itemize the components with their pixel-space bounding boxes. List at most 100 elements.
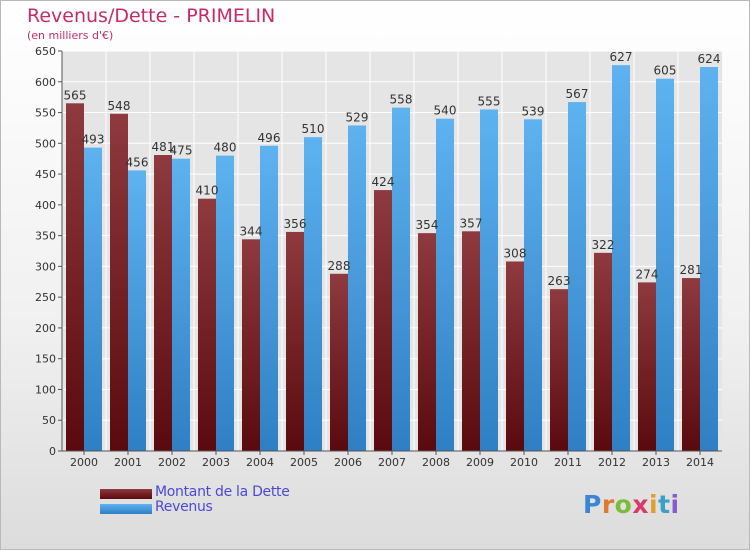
data-label-debt: 481	[152, 140, 175, 154]
bar-debt	[242, 239, 260, 451]
x-tick-label: 2003	[202, 456, 230, 469]
bar-revenus	[524, 119, 542, 452]
x-tick-label: 2008	[422, 456, 450, 469]
logo-letter: i	[670, 490, 680, 519]
bar-revenus	[656, 78, 674, 451]
data-label-revenus: 493	[82, 133, 105, 147]
logo-letter: x	[632, 490, 649, 519]
y-tick-label: 100	[35, 383, 56, 396]
bar-revenus	[568, 102, 586, 452]
logo-letter: P	[583, 490, 602, 519]
logo-letter: t	[658, 490, 671, 519]
y-tick-label: 500	[35, 137, 56, 150]
x-tick-label: 2002	[158, 456, 186, 469]
data-label-debt: 565	[64, 88, 87, 102]
bar-revenus	[392, 107, 410, 451]
data-label-revenus: 605	[654, 64, 677, 78]
y-tick-label: 650	[35, 45, 56, 58]
bar-debt	[110, 113, 128, 452]
proxiti-logo: Proxiti	[583, 490, 680, 519]
data-label-debt: 263	[548, 274, 571, 288]
data-label-revenus: 567	[566, 87, 589, 101]
bar-debt	[286, 231, 304, 451]
logo-letter: i	[649, 490, 659, 519]
bar-revenus	[348, 125, 366, 451]
x-tick-label: 2010	[510, 456, 538, 469]
data-label-debt: 288	[328, 259, 351, 273]
bar-debt	[418, 233, 436, 451]
data-label-revenus: 627	[610, 50, 633, 64]
data-label-debt: 548	[108, 99, 131, 113]
x-tick-label: 2001	[114, 456, 142, 469]
bars	[66, 65, 718, 452]
bar-debt	[154, 155, 172, 451]
x-tick-label: 2012	[598, 456, 626, 469]
x-tick-label: 2004	[246, 456, 274, 469]
bar-revenus	[612, 65, 630, 452]
data-label-revenus: 475	[170, 144, 193, 158]
logo-letter: r	[601, 490, 615, 519]
y-tick-label: 50	[42, 414, 56, 427]
bar-revenus	[260, 145, 278, 451]
data-label-revenus: 558	[390, 93, 413, 107]
bar-debt	[550, 289, 568, 451]
data-label-debt: 357	[460, 216, 483, 230]
x-tick-label: 2011	[554, 456, 582, 469]
data-label-revenus: 496	[258, 131, 281, 145]
data-label-revenus: 456	[126, 155, 149, 169]
bar-revenus	[480, 109, 498, 451]
data-label-debt: 424	[372, 175, 395, 189]
data-label-revenus: 540	[434, 104, 457, 118]
legend-swatch-debt	[100, 489, 152, 499]
bar-debt	[66, 103, 84, 452]
data-label-debt: 344	[240, 224, 263, 238]
x-tick-label: 2005	[290, 456, 318, 469]
data-label-debt: 281	[680, 263, 703, 277]
y-tick-label: 150	[35, 353, 56, 366]
y-tick-label: 0	[49, 445, 56, 458]
y-tick-label: 400	[35, 199, 56, 212]
data-label-revenus: 539	[522, 104, 545, 118]
data-label-debt: 274	[636, 267, 659, 281]
bar-debt	[374, 190, 392, 452]
bar-debt	[462, 231, 480, 451]
y-tick-label: 300	[35, 260, 56, 273]
data-label-debt: 354	[416, 218, 439, 232]
bar-revenus	[128, 170, 146, 451]
data-label-debt: 410	[196, 184, 219, 198]
bar-debt	[198, 198, 216, 451]
bar-debt	[638, 282, 656, 451]
chart-title: Revenus/Dette - PRIMELIN	[27, 5, 276, 27]
bar-debt	[594, 252, 612, 451]
bar-debt	[682, 278, 700, 451]
legend-label-debt: Montant de la Dette	[155, 484, 290, 500]
legend-label-revenus: Revenus	[155, 499, 213, 515]
bar-revenus	[436, 118, 454, 451]
bar-revenus	[84, 147, 102, 451]
data-label-debt: 356	[284, 217, 307, 231]
bar-revenus	[172, 158, 190, 451]
chart-subtitle: (en milliers d'€)	[27, 29, 114, 42]
x-tick-label: 2007	[378, 456, 406, 469]
bar-revenus	[700, 67, 718, 451]
axes: 0 50 100 150 200 250 300 350 400 450 500 550 600 650 2…	[35, 45, 722, 469]
logo-letter: o	[614, 490, 633, 519]
y-tick-label: 600	[35, 76, 56, 89]
x-tick-label: 2006	[334, 456, 362, 469]
bar-debt	[506, 261, 524, 451]
bar-revenus	[216, 155, 234, 451]
data-label-revenus: 529	[346, 110, 369, 124]
x-tick-label: 2009	[466, 456, 494, 469]
data-label-revenus: 624	[698, 52, 721, 66]
x-tick-label: 2014	[686, 456, 714, 469]
y-tick-label: 350	[35, 230, 56, 243]
data-label-debt: 308	[504, 246, 527, 260]
y-tick-label: 550	[35, 107, 56, 120]
data-label-revenus: 480	[214, 141, 237, 155]
data-label-revenus: 510	[302, 122, 325, 136]
y-tick-label: 250	[35, 291, 56, 304]
bar-revenus	[304, 137, 322, 451]
y-tick-label: 200	[35, 322, 56, 335]
data-label-debt: 322	[592, 238, 615, 252]
